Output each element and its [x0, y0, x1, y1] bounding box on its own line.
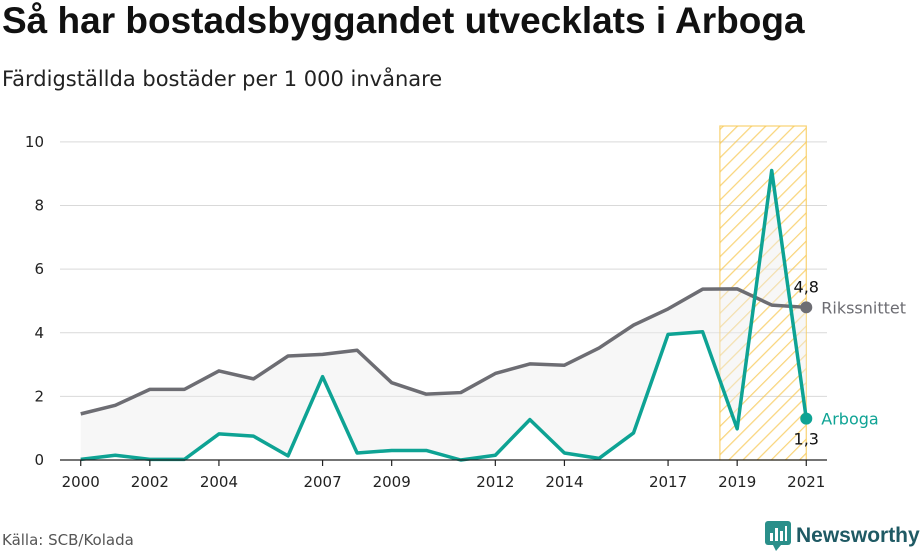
x-tick-label: 2002 — [131, 473, 169, 491]
brand-name: Newsworthy — [796, 524, 920, 547]
series-line-arboga — [80, 168, 809, 462]
end-value-label-arboga: 1,3 — [794, 430, 819, 449]
x-tick-label: 2004 — [200, 473, 238, 491]
newsworthy-icon — [765, 521, 791, 551]
y-tick-label: 6 — [34, 260, 44, 278]
x-tick-label: 2021 — [787, 473, 825, 491]
y-tick-label: 0 — [34, 451, 44, 469]
newsworthy-logo: Newsworthy — [765, 521, 920, 551]
y-tick-label: 8 — [34, 197, 44, 215]
x-tick-label: 2009 — [373, 473, 411, 491]
highlight-band — [719, 125, 807, 461]
y-tick-label: 2 — [34, 387, 44, 405]
x-tick-label: 2019 — [718, 473, 756, 491]
source-note: Källa: SCB/Kolada — [2, 531, 134, 549]
y-tick-label: 4 — [34, 324, 44, 342]
x-tick-label: 2014 — [545, 473, 583, 491]
end-value-label-rikssnittet: 4,8 — [794, 277, 819, 296]
y-tick-label: 10 — [25, 133, 44, 151]
chart-subtitle: Färdigställda bostäder per 1 000 invånar… — [2, 67, 443, 91]
series-label-arboga: Arboga — [821, 410, 878, 429]
end-marker-arboga — [800, 412, 813, 425]
difference-area — [80, 170, 807, 461]
x-tick-label: 2012 — [476, 473, 514, 491]
series-label-rikssnittet: Rikssnittet — [821, 298, 906, 317]
x-tick-label: 2000 — [62, 473, 100, 491]
x-tick-label: 2017 — [649, 473, 687, 491]
x-tick-label: 2007 — [303, 473, 341, 491]
chart-title: Så har bostadsbyggandet utvecklats i Arb… — [2, 0, 805, 41]
end-marker-rikssnittet — [800, 301, 813, 314]
series-line-rikssnittet — [80, 287, 807, 416]
